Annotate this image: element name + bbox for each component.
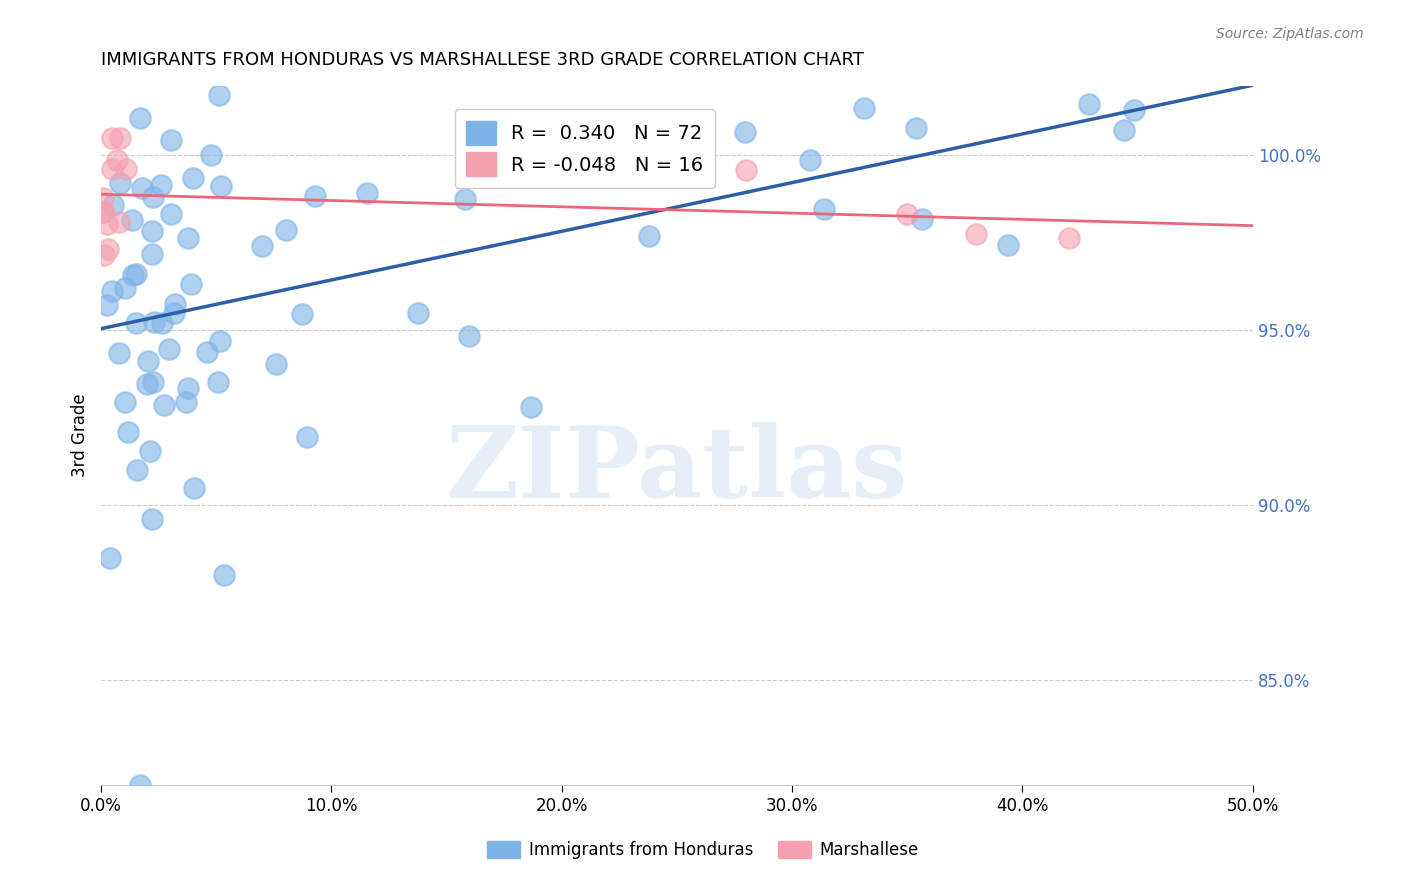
Point	[735, 162, 758, 177]
Point	[100, 162, 122, 177]
Point	[208, 334, 231, 349]
Point	[108, 131, 131, 145]
Point	[93, 204, 115, 219]
Point	[115, 161, 138, 176]
Point	[160, 207, 183, 221]
Point	[177, 231, 200, 245]
Point	[141, 247, 163, 261]
Point	[264, 357, 287, 371]
Point	[197, 344, 219, 359]
Point	[208, 87, 231, 102]
Point	[174, 395, 197, 409]
Point	[813, 202, 835, 217]
Point	[304, 189, 326, 203]
Point	[252, 239, 274, 253]
Point	[799, 153, 821, 167]
Point	[1078, 96, 1101, 111]
Point	[101, 284, 124, 298]
Point	[135, 377, 157, 392]
Point	[141, 512, 163, 526]
Point	[207, 376, 229, 390]
Point	[108, 346, 131, 360]
Point	[114, 281, 136, 295]
Point	[121, 213, 143, 227]
Point	[139, 443, 162, 458]
Point	[93, 191, 115, 205]
Point	[152, 398, 174, 412]
Point	[107, 215, 129, 229]
Point	[481, 120, 503, 135]
Point	[734, 125, 756, 139]
Point	[128, 111, 150, 125]
Point	[96, 298, 118, 312]
Point	[124, 316, 146, 330]
Point	[297, 430, 319, 444]
Point	[142, 190, 165, 204]
Point	[107, 153, 129, 167]
Point	[117, 425, 139, 439]
Point	[276, 223, 298, 237]
Point	[122, 268, 145, 282]
Point	[454, 192, 477, 206]
Point	[1123, 103, 1146, 118]
Point	[904, 120, 927, 135]
Point	[163, 297, 186, 311]
Point	[180, 277, 202, 291]
Point	[157, 343, 180, 357]
Text: ZIPatlas: ZIPatlas	[446, 422, 908, 518]
Point	[150, 178, 173, 192]
Point	[637, 229, 659, 244]
Point	[200, 147, 222, 161]
Point	[143, 316, 166, 330]
Point	[98, 550, 121, 565]
Point	[209, 179, 232, 194]
Point	[101, 198, 124, 212]
Text: IMMIGRANTS FROM HONDURAS VS MARSHALLESE 3RD GRADE CORRELATION CHART: IMMIGRANTS FROM HONDURAS VS MARSHALLESE …	[101, 51, 863, 69]
Point	[997, 237, 1019, 252]
Y-axis label: 3rd Grade: 3rd Grade	[72, 393, 89, 477]
Point	[128, 778, 150, 792]
Point	[1057, 231, 1080, 245]
Point	[406, 306, 429, 320]
Point	[96, 217, 118, 231]
Point	[853, 102, 876, 116]
Point	[108, 176, 131, 190]
Point	[93, 247, 115, 261]
Legend: R =  0.340   N = 72, R = -0.048   N = 16: R = 0.340 N = 72, R = -0.048 N = 16	[454, 109, 714, 188]
Text: Source: ZipAtlas.com: Source: ZipAtlas.com	[1216, 27, 1364, 41]
Point	[291, 307, 314, 321]
Point	[125, 267, 148, 281]
Point	[131, 181, 153, 195]
Point	[965, 227, 987, 241]
Point	[162, 306, 184, 320]
Point	[114, 395, 136, 409]
Point	[101, 131, 124, 145]
Point	[896, 207, 918, 221]
Point	[155, 52, 177, 66]
Point	[183, 481, 205, 495]
Point	[214, 568, 236, 582]
Point	[911, 211, 934, 226]
Point	[520, 400, 543, 414]
Point	[457, 328, 479, 343]
Point	[97, 242, 120, 256]
Point	[898, 25, 921, 39]
Point	[150, 317, 173, 331]
Point	[356, 186, 378, 200]
Point	[181, 171, 204, 186]
Point	[1112, 122, 1135, 136]
Point	[160, 132, 183, 146]
Point	[136, 354, 159, 368]
Legend: Immigrants from Honduras, Marshallese: Immigrants from Honduras, Marshallese	[481, 834, 925, 866]
Point	[142, 375, 165, 389]
Point	[177, 381, 200, 395]
Point	[141, 224, 163, 238]
Point	[125, 463, 148, 477]
Point	[93, 205, 115, 219]
